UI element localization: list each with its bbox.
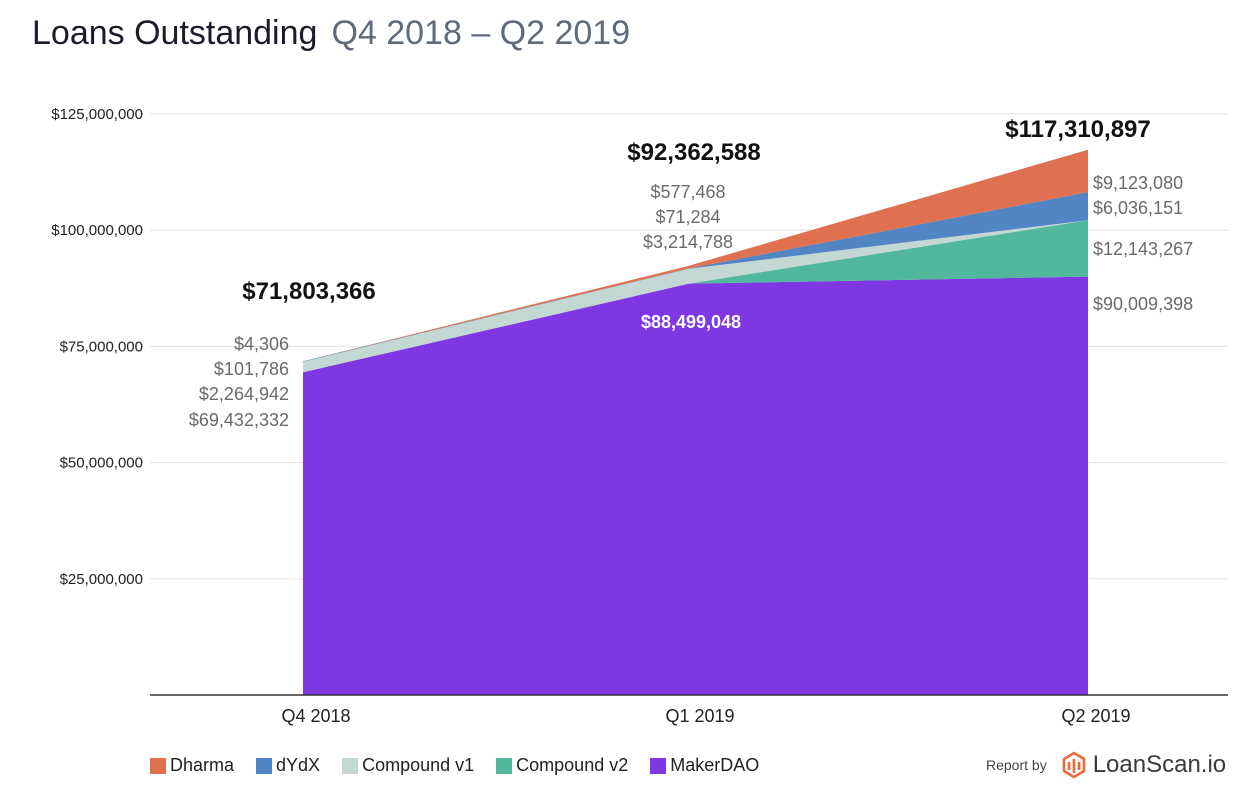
x-tick-label: Q4 2018 (281, 706, 350, 726)
y-tick-label: $75,000,000 (60, 338, 143, 355)
legend-item-makerdao: MakerDAO (650, 755, 759, 776)
area-series-compound-v2 (303, 220, 1088, 373)
total-label: $92,362,588 (627, 139, 760, 166)
legend-swatch (256, 757, 273, 774)
total-label: $117,310,897 (1005, 116, 1151, 143)
y-tick-label: $125,000,000 (51, 106, 143, 123)
brand-name: LoanScan.io (1092, 751, 1227, 778)
area-series-dydx (303, 192, 1088, 362)
legend-item-compound-v2: Compound v2 (496, 755, 628, 776)
y-tick-label: $25,000,000 (60, 571, 143, 588)
legend-swatch (650, 757, 667, 774)
chart-legend: Dharma dYdX Compound v1 Compound v2 Make… (150, 755, 781, 776)
value-label: $88,499,048 (641, 312, 741, 332)
value-label: $101,786 (214, 359, 289, 379)
value-label: $3,214,788 (643, 232, 733, 252)
value-label: $2,264,942 (199, 384, 289, 404)
x-tick-label: Q2 2019 (1061, 706, 1130, 726)
legend-swatch (496, 757, 513, 774)
area-chart: $25,000,000 $50,000,000 $75,000,000 $100,00… (51, 106, 1228, 726)
legend-item-dydx: dYdX (256, 755, 320, 776)
legend-swatch (150, 757, 166, 774)
legend-label: Dharma (170, 755, 235, 775)
legend-label: Compound v1 (362, 755, 475, 775)
chart-title: Loans Outstanding (32, 14, 318, 52)
value-label: $6,036,151 (1093, 198, 1183, 218)
y-tick-label: $100,000,000 (51, 222, 143, 239)
legend-label: Compound v2 (516, 755, 629, 775)
brand-credit: Report by LoanScan.io (986, 750, 1226, 780)
value-label: $90,009,398 (1093, 294, 1193, 314)
loanscan-logo-icon (1062, 751, 1086, 779)
legend-item-dharma: Dharma (150, 755, 234, 776)
x-tick-label: Q1 2019 (665, 706, 734, 726)
value-label: $577,468 (650, 182, 725, 202)
total-label: $71,803,366 (242, 278, 375, 305)
value-label: $9,123,080 (1093, 173, 1183, 193)
value-label: $71,284 (655, 207, 720, 227)
value-label: $4,306 (234, 334, 289, 354)
chart-title-row: Loans Outstanding Q4 2018 – Q2 2019 (32, 14, 630, 53)
y-tick-label: $50,000,000 (60, 455, 143, 472)
value-label: $69,432,332 (189, 410, 289, 430)
area-series-makerdao (303, 276, 1088, 695)
legend-label: dYdX (276, 755, 321, 775)
report-by-text: Report by (986, 757, 1047, 773)
legend-swatch (342, 757, 359, 774)
legend-item-compound-v1: Compound v1 (342, 755, 474, 776)
value-label: $12,143,267 (1093, 239, 1193, 259)
legend-label: MakerDAO (670, 755, 760, 775)
chart-subtitle: Q4 2018 – Q2 2019 (331, 14, 631, 52)
